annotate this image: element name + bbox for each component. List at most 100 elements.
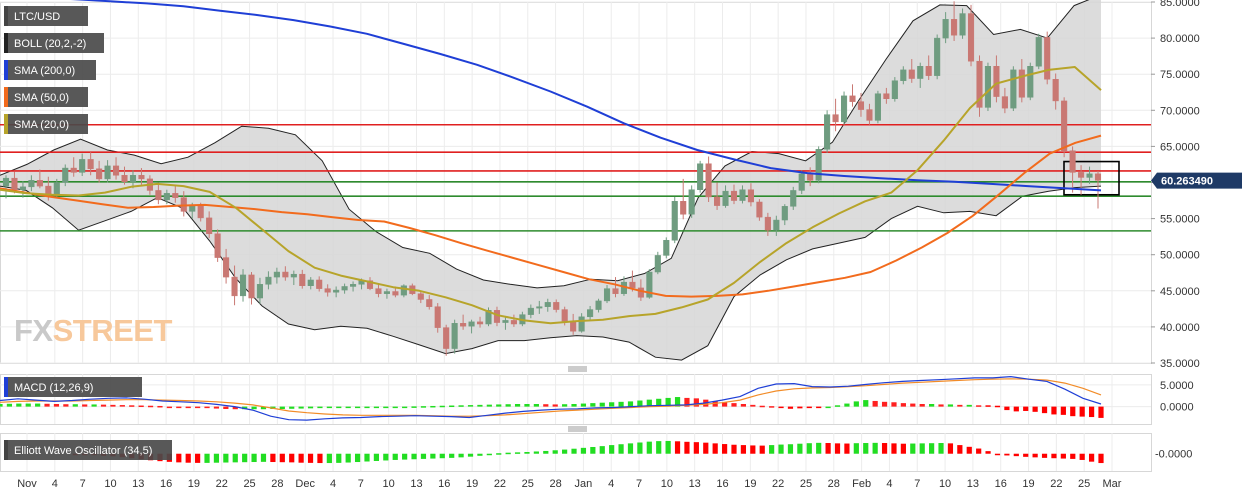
candle-body bbox=[832, 114, 839, 123]
ewo-histogram-bar bbox=[411, 453, 417, 460]
macd-histogram-bar bbox=[1004, 406, 1010, 411]
macd-histogram-bar bbox=[891, 402, 897, 407]
ewo-histogram-bar bbox=[307, 453, 314, 463]
macd-legend-item[interactable]: MACD (12,26,9) bbox=[4, 377, 142, 397]
legend-box bbox=[4, 377, 142, 397]
candle bbox=[984, 62, 992, 112]
candle-body bbox=[857, 101, 865, 110]
splitter-handle-bottom[interactable] bbox=[568, 426, 587, 432]
candle bbox=[595, 298, 602, 313]
ewo-histogram-bar bbox=[1051, 453, 1057, 459]
price-legend-item[interactable]: SMA (20,0) bbox=[4, 114, 88, 134]
legend-color-swatch bbox=[4, 440, 8, 460]
candle-body bbox=[273, 271, 280, 278]
macd-histogram-bar bbox=[806, 406, 812, 409]
macd-histogram-bar bbox=[881, 401, 888, 407]
ewo-histogram-bar bbox=[345, 453, 351, 463]
candle-body bbox=[2, 177, 10, 187]
price-legend-item[interactable]: LTC/USD bbox=[4, 6, 88, 26]
price-axis-tick-label: 70.0000 bbox=[1160, 105, 1200, 117]
macd-histogram-bar bbox=[6, 403, 13, 407]
x-axis-tick-label: 22 bbox=[494, 478, 506, 490]
splitter-handle-top[interactable] bbox=[568, 366, 587, 372]
candle bbox=[714, 182, 721, 210]
ewo-histogram-bar bbox=[1041, 453, 1048, 458]
candle-body bbox=[663, 240, 670, 256]
legend-color-swatch bbox=[4, 60, 8, 80]
macd-histogram-bar bbox=[844, 403, 850, 407]
macd-histogram-bar bbox=[317, 406, 323, 409]
candle bbox=[19, 181, 26, 198]
macd-histogram-bar bbox=[119, 405, 125, 407]
candle bbox=[2, 175, 10, 199]
current-price-label: 60.263490 bbox=[1161, 176, 1213, 188]
ewo-histogram-bar bbox=[684, 441, 690, 454]
macd-histogram-bar bbox=[674, 397, 681, 407]
ewo-histogram-bar bbox=[994, 453, 1001, 456]
candle bbox=[773, 215, 780, 236]
legend-label: SMA (20,0) bbox=[14, 119, 69, 131]
ewo-histogram-bar bbox=[430, 453, 436, 459]
candle-body bbox=[1010, 69, 1017, 109]
candle bbox=[138, 168, 145, 185]
candle-body bbox=[468, 321, 475, 327]
candle-body bbox=[341, 286, 348, 291]
legend-label: Elliott Wave Oscillator (34,5) bbox=[14, 445, 152, 457]
macd-histogram-bar bbox=[16, 403, 22, 407]
candle bbox=[798, 170, 805, 195]
highlight-box bbox=[1063, 160, 1120, 196]
candle-body bbox=[28, 180, 35, 188]
candle bbox=[155, 182, 162, 205]
candle-body bbox=[129, 175, 137, 183]
ewo-histogram-bar bbox=[976, 448, 982, 454]
ewo-histogram-bar bbox=[881, 443, 888, 454]
ewo-histogram-bar bbox=[1032, 453, 1038, 458]
candle bbox=[764, 212, 771, 236]
candle bbox=[112, 157, 120, 180]
candle-body bbox=[756, 201, 763, 218]
ewo-histogram-bar bbox=[665, 440, 671, 454]
candle-body bbox=[714, 196, 721, 206]
x-axis-tick-label: 10 bbox=[104, 478, 116, 490]
legend-color-swatch bbox=[4, 6, 8, 26]
candle-body bbox=[671, 201, 678, 241]
candle-body bbox=[206, 217, 213, 235]
ewo-histogram-bar bbox=[354, 453, 361, 463]
ewo-histogram-bar bbox=[919, 443, 925, 454]
ewo-histogram-bar bbox=[373, 453, 380, 461]
candle bbox=[383, 288, 390, 299]
ewo-legend-item[interactable]: Elliott Wave Oscillator (34,5) bbox=[4, 440, 172, 460]
candle-body bbox=[485, 310, 492, 325]
macd-histogram-bar bbox=[985, 405, 991, 407]
candle-body bbox=[680, 201, 687, 215]
ewo-histogram-bar bbox=[505, 452, 511, 455]
macd-histogram-bar bbox=[420, 406, 427, 408]
candle-body bbox=[476, 321, 484, 325]
candle-body bbox=[265, 276, 272, 285]
macd-histogram-bar bbox=[834, 405, 841, 407]
price-legend-item[interactable]: SMA (50,0) bbox=[4, 87, 88, 107]
candle-body bbox=[434, 306, 441, 328]
price-axis-tick-label: 40.0000 bbox=[1160, 322, 1200, 334]
ewo-histogram-bar bbox=[1098, 453, 1104, 464]
price-legend-item[interactable]: BOLL (20,2,-2) bbox=[4, 33, 104, 53]
ewo-histogram-bar bbox=[392, 453, 398, 460]
candle-body bbox=[697, 163, 704, 190]
candle-body bbox=[934, 37, 941, 76]
ewo-histogram-bar bbox=[947, 443, 954, 454]
candle-body bbox=[172, 193, 179, 198]
candle-body bbox=[256, 284, 264, 299]
price-axis-tick-label: 80.0000 bbox=[1160, 33, 1200, 45]
macd-histogram-bar bbox=[289, 406, 295, 409]
macd-histogram-bar bbox=[307, 406, 314, 409]
candle bbox=[942, 12, 949, 44]
price-legend-item[interactable]: SMA (200,0) bbox=[4, 60, 96, 80]
ewo-histogram-bar bbox=[260, 453, 267, 462]
candle bbox=[341, 283, 348, 294]
ewo-histogram-bar bbox=[543, 450, 549, 454]
price-axis-tick-label: 65.0000 bbox=[1160, 141, 1200, 153]
candle-body bbox=[773, 219, 780, 231]
candle-body bbox=[11, 177, 18, 190]
legend-box bbox=[4, 114, 88, 134]
